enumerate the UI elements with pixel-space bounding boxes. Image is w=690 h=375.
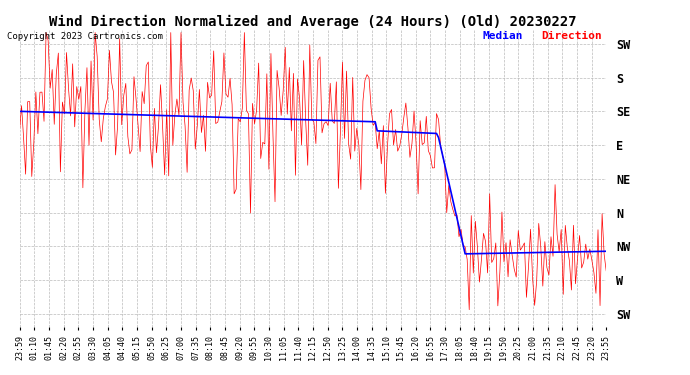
Title: Wind Direction Normalized and Average (24 Hours) (Old) 20230227: Wind Direction Normalized and Average (2… [49,15,577,29]
Text: Direction: Direction [542,32,602,41]
Text: Copyright 2023 Cartronics.com: Copyright 2023 Cartronics.com [7,32,163,41]
Text: Median: Median [483,32,524,41]
